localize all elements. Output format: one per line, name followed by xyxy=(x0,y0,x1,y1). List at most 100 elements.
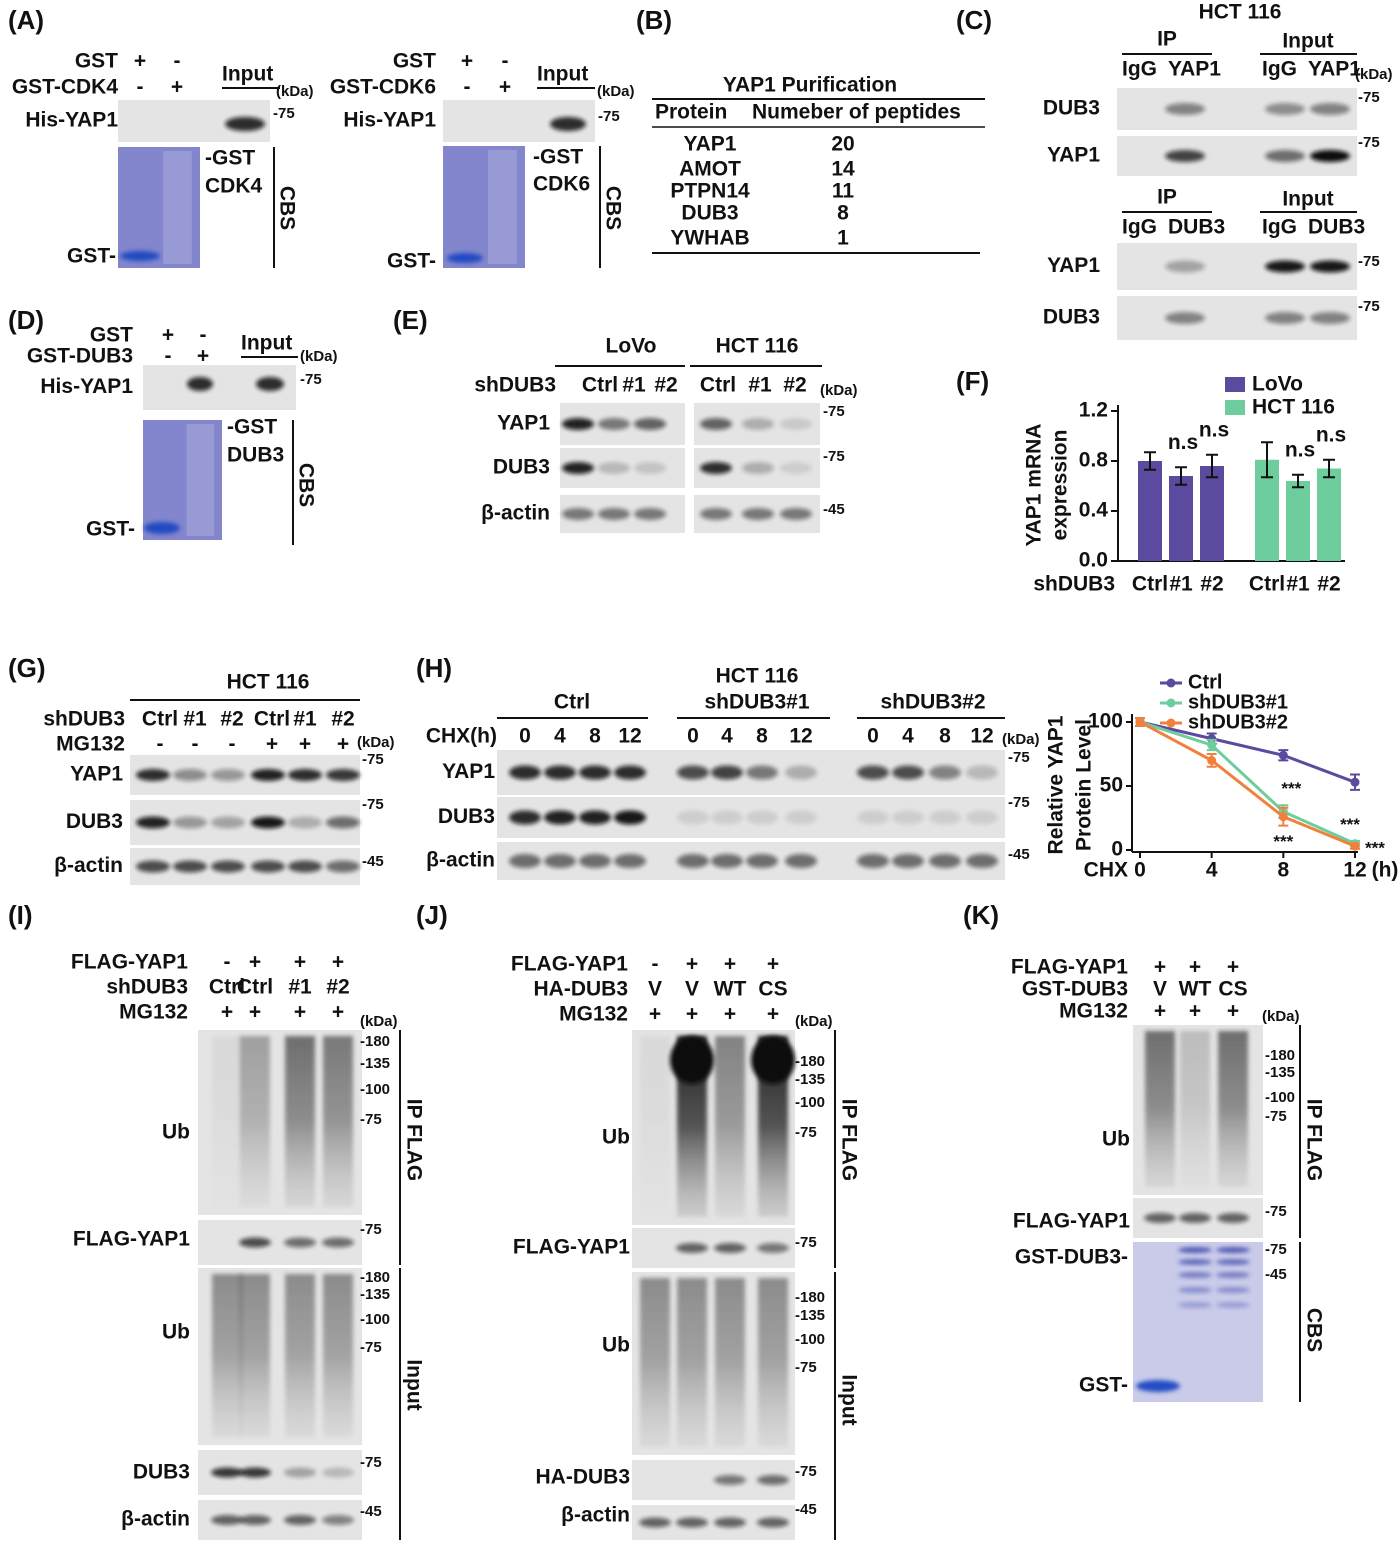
band xyxy=(1265,312,1305,324)
band xyxy=(892,810,924,825)
label: 12 xyxy=(618,725,641,748)
label: + xyxy=(266,733,278,756)
legend-swatch xyxy=(1225,377,1245,392)
label: (I) xyxy=(8,900,33,930)
band xyxy=(757,1475,789,1485)
band xyxy=(1179,1213,1211,1223)
band xyxy=(1216,1287,1250,1293)
smear xyxy=(212,1274,242,1437)
label: shDUB3#2 xyxy=(880,691,985,714)
point xyxy=(1350,777,1360,787)
label: Relative YAP1 xyxy=(1045,715,1068,854)
label: DUB3 xyxy=(66,810,123,833)
label: -45 xyxy=(360,1503,382,1520)
band xyxy=(284,1515,316,1525)
smear xyxy=(640,1278,670,1447)
error-bar xyxy=(1292,473,1304,489)
label: #2 xyxy=(783,374,806,397)
band xyxy=(892,765,924,780)
band xyxy=(1165,150,1205,162)
band xyxy=(579,854,611,868)
point xyxy=(1350,841,1360,851)
band xyxy=(1310,150,1350,162)
x-tick-label: 4 xyxy=(1206,859,1218,882)
band xyxy=(614,810,646,825)
label: -75 xyxy=(1008,794,1030,811)
label: -75 xyxy=(1265,1203,1287,1220)
label: -180 xyxy=(795,1053,825,1070)
y-tick-label: 0.0 xyxy=(1079,549,1108,572)
label: (D) xyxy=(8,305,44,335)
label: shDUB3 xyxy=(474,374,556,397)
label: YAP1 xyxy=(497,412,550,435)
label: (H) xyxy=(416,653,452,683)
smear xyxy=(323,1036,353,1207)
label: CS xyxy=(758,978,787,1001)
x-tick-label: #2 xyxy=(1317,573,1340,596)
band xyxy=(239,1237,271,1248)
band xyxy=(857,810,889,825)
band xyxy=(447,253,483,263)
label: Input xyxy=(1282,188,1333,211)
label: shDUB3 xyxy=(106,976,188,999)
bar xyxy=(1169,476,1193,561)
label: IgG xyxy=(1262,58,1297,81)
label: GST-DUB3- xyxy=(1015,1246,1128,1269)
label: 8 xyxy=(756,725,768,748)
label: CBS xyxy=(294,463,317,507)
label: His-YAP1 xyxy=(343,109,436,132)
label: FLAG-YAP1 xyxy=(73,1228,190,1251)
label: IP FLAG xyxy=(402,1099,425,1181)
band xyxy=(1165,103,1205,115)
label: GST xyxy=(393,50,436,73)
label: -75 xyxy=(362,751,384,768)
label: 4 xyxy=(554,725,566,748)
label: PTPN14 xyxy=(670,180,750,203)
label: #2 xyxy=(220,708,243,731)
band xyxy=(326,860,360,873)
label: -75 xyxy=(1265,1108,1287,1125)
bar xyxy=(1286,481,1310,561)
label: + xyxy=(686,1003,698,1026)
label: IgG xyxy=(1122,58,1157,81)
band xyxy=(288,860,322,873)
label: Input xyxy=(402,1359,425,1410)
label: - xyxy=(229,733,236,756)
label: CS xyxy=(1218,978,1247,1001)
label: -75 xyxy=(360,1339,382,1356)
label: -100 xyxy=(795,1331,825,1348)
label: YWHAB xyxy=(670,227,749,250)
label: -135 xyxy=(795,1071,825,1088)
label: -100 xyxy=(360,1311,390,1328)
label: V xyxy=(685,978,699,1001)
label: 8 xyxy=(939,725,951,748)
label: LoVo xyxy=(606,335,657,358)
label: -100 xyxy=(795,1094,825,1111)
gel-lane xyxy=(163,151,192,264)
label: (h) xyxy=(1372,859,1399,882)
band xyxy=(614,765,646,780)
label: - xyxy=(200,324,207,347)
label: HCT 116 xyxy=(1199,1,1282,24)
label: - xyxy=(502,50,509,73)
band xyxy=(700,508,732,520)
label: + xyxy=(221,1001,233,1024)
band xyxy=(251,769,285,781)
legend-dot xyxy=(1166,718,1176,728)
band xyxy=(1165,312,1205,324)
label: + xyxy=(649,1003,661,1026)
point xyxy=(1207,755,1217,765)
error-bar xyxy=(1261,441,1273,479)
band xyxy=(757,1243,789,1253)
label: FLAG-YAP1 xyxy=(511,953,628,976)
label: -135 xyxy=(1265,1064,1295,1081)
bar xyxy=(1138,461,1162,561)
label: #2 xyxy=(326,976,349,999)
label: -75 xyxy=(795,1463,817,1480)
label: DUB3 xyxy=(1308,216,1365,239)
smear xyxy=(240,1036,270,1207)
band xyxy=(677,854,709,868)
label: + xyxy=(767,1003,779,1026)
label: #2 xyxy=(654,374,677,397)
label: 1 xyxy=(837,227,849,250)
